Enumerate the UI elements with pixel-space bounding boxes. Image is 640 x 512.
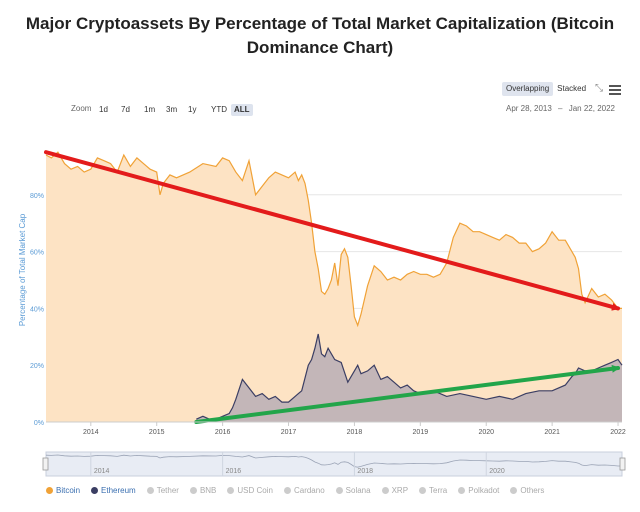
x-tick-label: 2015 bbox=[149, 429, 165, 436]
zoom-button-7d[interactable]: 7d bbox=[121, 105, 130, 114]
legend-label: Bitcoin bbox=[56, 486, 81, 495]
navigator-tick-label: 2016 bbox=[226, 468, 242, 475]
legend-dot-icon bbox=[381, 487, 389, 494]
x-tick-label: 2016 bbox=[215, 429, 231, 436]
series-line-ethereum[interactable] bbox=[196, 333, 623, 420]
chart-title: Major Cryptoassets By Percentage of Tota… bbox=[0, 12, 640, 60]
legend-item-others[interactable]: Others bbox=[510, 486, 544, 495]
x-tick-label: 2014 bbox=[83, 429, 99, 436]
y-tick-label: 60% bbox=[30, 250, 44, 257]
navigator-series bbox=[45, 454, 622, 468]
zoom-button-1y[interactable]: 1y bbox=[188, 105, 197, 114]
legend-label: Solana bbox=[345, 486, 371, 495]
zoom-button-1m[interactable]: 1m bbox=[144, 105, 156, 114]
legend-dot-icon bbox=[227, 487, 235, 494]
legend-dot-icon bbox=[335, 487, 343, 494]
x-tick-label: 2018 bbox=[347, 429, 363, 436]
zoom-button-1d[interactable]: 1d bbox=[99, 105, 108, 114]
legend-dot-icon bbox=[91, 487, 99, 494]
legend-item-cardano[interactable]: Cardano bbox=[283, 486, 325, 495]
legend-label: Others bbox=[520, 486, 545, 495]
legend-item-solana[interactable]: Solana bbox=[335, 486, 371, 495]
legend-label: Cardano bbox=[293, 486, 325, 495]
legend-dot-icon bbox=[146, 487, 154, 494]
legend-item-ethereum[interactable]: Ethereum bbox=[91, 486, 136, 495]
legend-label: BNB bbox=[199, 486, 217, 495]
chart-title-line-1: Major Cryptoassets By Percentage of Tota… bbox=[25, 14, 615, 33]
legend-dot-icon bbox=[189, 487, 197, 494]
overlapping-option[interactable]: Overlapping bbox=[502, 82, 554, 96]
navigator-tick-label: 2014 bbox=[94, 468, 110, 475]
menu-icon[interactable] bbox=[609, 83, 621, 95]
legend-item-terra[interactable]: Terra bbox=[419, 486, 447, 495]
x-tick-label: 2021 bbox=[544, 429, 560, 436]
legend-label: USD Coin bbox=[237, 486, 273, 495]
date-to[interactable]: Jan 22, 2022 bbox=[568, 104, 615, 113]
legend-dot-icon bbox=[458, 487, 466, 494]
zoom-label: Zoom bbox=[71, 104, 92, 113]
chart-title-line-2: Dominance Chart) bbox=[246, 38, 394, 57]
legend-label: Polkadot bbox=[468, 486, 500, 495]
legend-item-xrp[interactable]: XRP bbox=[381, 486, 409, 495]
legend-item-bnb[interactable]: BNB bbox=[189, 486, 217, 495]
y-tick-label: 40% bbox=[30, 306, 44, 313]
date-separator: – bbox=[558, 104, 563, 113]
date-range: Apr 28, 2013 – Jan 22, 2022 bbox=[506, 104, 615, 113]
stacked-option[interactable]: Stacked bbox=[557, 84, 587, 93]
x-tick-label: 2019 bbox=[413, 429, 429, 436]
series-line-bitcoin[interactable] bbox=[45, 151, 622, 328]
legend-dot-icon bbox=[510, 487, 518, 494]
legend-item-tether[interactable]: Tether bbox=[146, 486, 179, 495]
date-from[interactable]: Apr 28, 2013 bbox=[506, 104, 552, 113]
x-tick-label: 2020 bbox=[478, 429, 494, 436]
legend-label: Tether bbox=[156, 486, 179, 495]
series-area-bitcoin bbox=[46, 152, 622, 422]
legend-item-usd-coin[interactable]: USD Coin bbox=[227, 486, 273, 495]
x-tick-label: 2022 bbox=[610, 429, 626, 436]
navigator-tick-label: 2020 bbox=[489, 468, 505, 475]
bitcoin-trend-arrow bbox=[44, 150, 620, 311]
navigator[interactable]: 2014 2016 2018 2020 bbox=[42, 451, 626, 477]
zoom-button-ytd[interactable]: YTD bbox=[211, 105, 227, 114]
y-tick-label: 20% bbox=[30, 363, 44, 370]
legend-label: Terra bbox=[429, 486, 448, 495]
legend-dot-icon bbox=[283, 487, 291, 494]
navigator-handle-right[interactable] bbox=[619, 457, 626, 471]
y-axis-label: Percentage of Total Market Cap bbox=[18, 213, 27, 326]
navigator-handle-left[interactable] bbox=[42, 457, 49, 471]
zoom-button-all[interactable]: ALL bbox=[231, 104, 253, 116]
legend-item-polkadot[interactable]: Polkadot bbox=[458, 486, 499, 495]
series-area-ethereum bbox=[196, 334, 623, 422]
y-tick-label: 80% bbox=[30, 193, 44, 200]
legend-dot-icon bbox=[419, 487, 427, 494]
legend-dot-icon bbox=[46, 487, 53, 494]
expand-icon[interactable]: ⤡ bbox=[595, 83, 603, 94]
x-tick-label: 2017 bbox=[281, 429, 297, 436]
y-tick-label: 0% bbox=[34, 420, 44, 427]
legend-label: Ethereum bbox=[101, 486, 136, 495]
zoom-button-3m[interactable]: 3m bbox=[166, 105, 178, 114]
mode-toggle: Overlapping Stacked bbox=[502, 82, 590, 96]
legend-item-bitcoin[interactable]: Bitcoin bbox=[46, 486, 80, 495]
legend-label: XRP bbox=[391, 486, 409, 495]
legend: Bitcoin Ethereum Tether BNB USD Coin Cardano S… bbox=[46, 486, 555, 498]
navigator-tick-label: 2018 bbox=[357, 468, 373, 475]
ethereum-trend-arrow bbox=[194, 364, 620, 424]
